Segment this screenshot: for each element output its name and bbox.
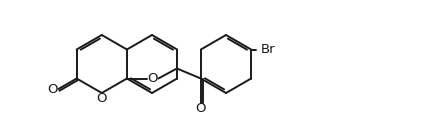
Text: O: O — [96, 92, 107, 105]
Text: Br: Br — [260, 43, 275, 56]
Text: O: O — [195, 101, 206, 115]
Text: O: O — [48, 83, 58, 95]
Text: O: O — [147, 72, 158, 85]
